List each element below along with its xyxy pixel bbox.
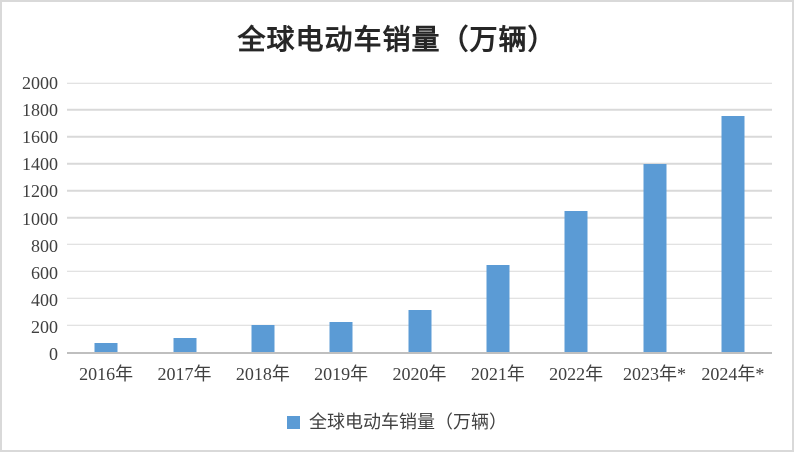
- x-tick-label: 2018年: [235, 364, 290, 384]
- y-gridline: [67, 109, 772, 111]
- bar-2023: [643, 163, 666, 352]
- x-tick-label: 2023年*: [623, 364, 686, 384]
- bar-2016: [94, 343, 118, 352]
- x-tick-label: 2019年: [314, 364, 369, 384]
- y-gridline: [67, 243, 772, 246]
- y-tick-label: 1000: [22, 208, 58, 229]
- x-axis-tick-labels: 2016年 2017年 2018年 2019年 2020年 2021年 2022年 2023年…: [67, 364, 772, 388]
- y-gridline: [67, 82, 772, 84]
- legend-label: 全球电动车销量（万辆）: [309, 412, 507, 432]
- x-tick-label: 2024年*: [701, 364, 765, 384]
- bar-2020: [408, 310, 431, 352]
- y-gridline: [67, 136, 772, 138]
- bar-2021: [486, 264, 510, 352]
- y-gridline: [67, 162, 772, 165]
- legend-swatch-icon: [287, 415, 300, 429]
- bar-2019: [329, 322, 353, 352]
- y-tick-label: 1400: [22, 154, 58, 175]
- bar-2022: [564, 210, 588, 352]
- plot-area: [67, 82, 772, 354]
- y-tick-label: 0: [49, 344, 58, 364]
- y-tick-label: 2000: [22, 73, 58, 93]
- y-gridline: [67, 216, 772, 219]
- y-gridline: [67, 189, 772, 192]
- x-tick-label: 2021年: [470, 364, 525, 384]
- y-tick-label: 600: [31, 262, 58, 283]
- y-axis-tick-labels: 0 200 400 600 800 1000 1200 1400 1600 1800 2000: [2, 74, 58, 363]
- chart-title: 全球电动车销量（万辆）: [237, 25, 557, 56]
- y-tick-label: 1200: [22, 181, 58, 202]
- y-tick-label: 1600: [22, 127, 58, 148]
- y-tick-label: 200: [31, 316, 58, 337]
- x-tick-label: 2016年: [79, 364, 134, 384]
- y-gridline: [67, 270, 772, 273]
- y-tick-label: 1800: [22, 100, 58, 121]
- y-tick-label: 400: [31, 289, 58, 310]
- y-tick-label: 800: [31, 235, 58, 256]
- x-tick-label: 2020年: [392, 364, 447, 384]
- x-tick-label: 2022年: [549, 364, 604, 384]
- bar-2024: [721, 115, 745, 352]
- bar-2018: [251, 325, 275, 352]
- bar-2017: [173, 337, 196, 352]
- legend: 全球电动车销量（万辆）: [2, 413, 792, 431]
- x-tick-label: 2017年: [157, 364, 212, 384]
- y-gridline: [67, 297, 772, 299]
